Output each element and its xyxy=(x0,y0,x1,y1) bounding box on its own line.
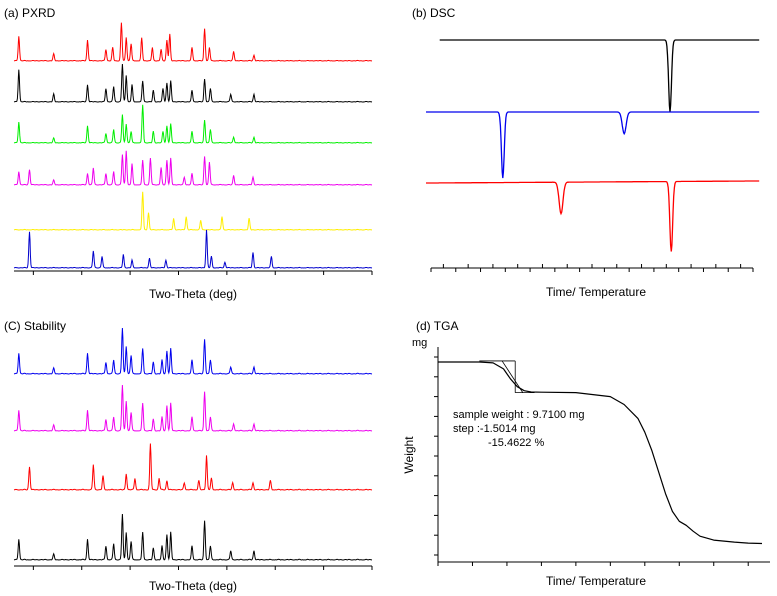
b-traces xyxy=(426,39,760,252)
d-y-axis-label: Weight xyxy=(402,436,416,474)
panel-a-label: (a) PXRD xyxy=(4,6,56,20)
b-trace-2bex-lig xyxy=(426,180,760,252)
d-x-axis-label: Time/ Temperature xyxy=(546,574,646,588)
d-y-unit: mg xyxy=(412,337,427,349)
panel-d-label: (d) TGA xyxy=(416,319,458,333)
a-trace-bex xyxy=(13,229,373,269)
b-trace-bex xyxy=(439,39,760,113)
d-annotation-line-2: step :-1.5014 mg xyxy=(453,423,536,435)
panel-a: (a) PXRD Two-Theta (deg) xyxy=(4,6,373,301)
d-annotation-line-1: sample weight : 9.7100 mg xyxy=(453,409,584,421)
c-traces xyxy=(13,327,373,561)
c-trace-high-temperature xyxy=(13,443,373,491)
a-trace-2bex-lig-experimental xyxy=(13,22,373,62)
b-x-axis-label: Time/ Temperature xyxy=(546,285,646,299)
c-x-axis-label: Two-Theta (deg) xyxy=(149,579,237,593)
d-weight-curve xyxy=(438,361,763,545)
panel-b: (b) DSC Time/ Temperature xyxy=(412,6,760,299)
c-trace-illumination xyxy=(13,327,373,375)
a-trace-bex-lig-1-1 xyxy=(13,104,373,144)
panel-d: (d) TGA mg Weight sample weight : 9.7100… xyxy=(402,319,770,588)
panel-c-label: (C) Stability xyxy=(4,319,66,333)
a-traces xyxy=(13,22,373,269)
d-annotation-line-3: -15.4622 % xyxy=(488,437,544,449)
d-trace xyxy=(438,360,763,545)
b-axis xyxy=(430,264,754,272)
a-x-axis-label: Two-Theta (deg) xyxy=(149,287,237,301)
a-trace-2bex-lig-calculated xyxy=(13,63,373,103)
c-x-ticks xyxy=(32,566,373,570)
d-x-ticks xyxy=(437,562,749,566)
panel-c: (C) Stability Two-Theta (deg) xyxy=(4,319,373,593)
a-x-ticks xyxy=(32,271,373,275)
d-y-ticks xyxy=(434,356,438,556)
d-annotation: sample weight : 9.7100 mg step :-1.5014 … xyxy=(453,409,584,449)
a-trace-lig xyxy=(13,191,373,231)
c-trace-high-humidity xyxy=(13,384,373,432)
a-trace-bex-lig-2-1 xyxy=(13,150,373,186)
c-trace-co-crystal xyxy=(13,513,373,561)
d-step-line-tangent xyxy=(501,360,524,393)
b-trace-lig xyxy=(426,111,760,179)
panel-b-label: (b) DSC xyxy=(412,6,456,20)
